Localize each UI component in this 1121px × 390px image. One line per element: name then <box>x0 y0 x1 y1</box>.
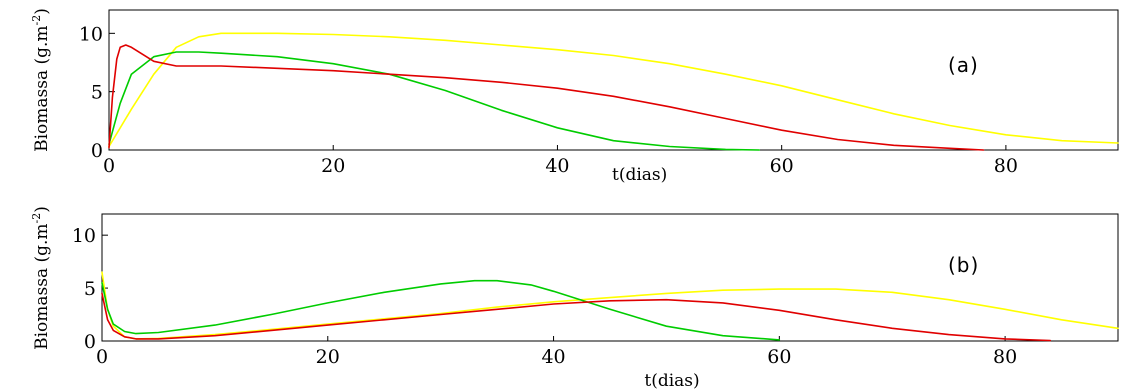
y-axis-label: Biomassa (g.m-2) <box>30 8 52 152</box>
plot-frame <box>108 9 1119 151</box>
panel-b: 0 5 10 0 20 40 60 80 (b) t(dias) Biomassa (g.m-2) <box>30 206 1119 390</box>
y-tick-label: 5 <box>91 82 103 104</box>
x-tick-label: 0 <box>103 155 115 177</box>
y-tick-label: 10 <box>79 23 103 45</box>
panel-label: (b) <box>948 253 979 277</box>
x-axis-label: t(dias) <box>644 371 699 390</box>
panel-a: 0 5 10 0 20 40 60 80 (a) t(dias) Biomassa (g.m-2) <box>30 8 1119 185</box>
series-line-red <box>101 292 1052 342</box>
series-line-red <box>108 44 985 151</box>
x-axis-label: t(dias) <box>612 165 667 185</box>
series-line-green <box>108 51 760 151</box>
x-tick-label: 60 <box>767 346 791 368</box>
x-tick-label: 80 <box>994 155 1018 177</box>
panel-label: (a) <box>948 53 979 77</box>
y-axis-label: Biomassa (g.m-2) <box>30 206 52 350</box>
series-line-green <box>101 279 781 341</box>
x-tick-label: 60 <box>770 155 794 177</box>
x-tick-label: 80 <box>993 346 1017 368</box>
x-tick-label: 40 <box>545 155 569 177</box>
y-tick-label: 0 <box>91 140 103 162</box>
x-tick-label: 40 <box>541 346 565 368</box>
y-tick-label: 5 <box>84 278 96 300</box>
series-line-yellow <box>101 271 1119 340</box>
plot-frame <box>101 213 1119 342</box>
series-line-yellow <box>108 32 1119 148</box>
y-tick-label: 10 <box>72 225 96 247</box>
y-tick-label: 0 <box>84 331 96 353</box>
x-tick-label: 20 <box>316 346 340 368</box>
x-tick-label: 20 <box>321 155 345 177</box>
x-tick-label: 0 <box>96 346 108 368</box>
